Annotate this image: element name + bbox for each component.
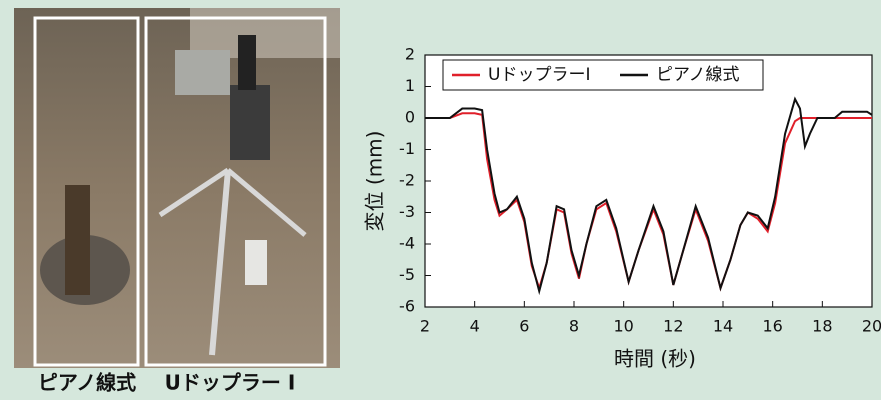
photo-caption: Uドップラー I <box>165 371 296 395</box>
lens <box>238 35 256 90</box>
x-tick-label: 2 <box>420 317 430 336</box>
x-tick-label: 16 <box>762 317 782 336</box>
doppler-device <box>230 85 270 160</box>
y-tick-label: -6 <box>399 297 415 316</box>
case <box>175 50 230 95</box>
photo: ピアノ線式 Uドップラー I <box>14 8 340 395</box>
y-tick-label: -5 <box>399 265 415 284</box>
piano-wire-device <box>65 185 90 295</box>
figure: ピアノ線式 Uドップラー I 変位 (mm) 時間 (秒) 210-1-2-3-… <box>0 0 881 396</box>
y-tick-label: -3 <box>399 202 415 221</box>
x-tick-label: 4 <box>470 317 480 336</box>
x-tick-label: 18 <box>812 317 832 336</box>
x-tick-label: 10 <box>613 317 633 336</box>
y-axis-label: 変位 (mm) <box>363 131 387 232</box>
x-tick-label: 8 <box>569 317 579 336</box>
x-axis-label: 時間 (秒) <box>614 347 696 371</box>
legend-label: UドップラーI <box>488 65 590 85</box>
photo-caption: ピアノ線式 <box>38 371 136 395</box>
y-tick-label: -1 <box>399 139 415 158</box>
x-tick-label: 20 <box>862 317 881 336</box>
y-tick-label: -4 <box>399 234 415 253</box>
box <box>245 240 267 285</box>
y-tick-label: 1 <box>405 76 415 95</box>
x-tick-label: 6 <box>519 317 529 336</box>
x-tick-label: 14 <box>713 317 733 336</box>
x-tick-label: 12 <box>663 317 683 336</box>
y-tick-label: -2 <box>399 171 415 190</box>
page: ピアノ線式 Uドップラー I 変位 (mm) 時間 (秒) 210-1-2-3-… <box>0 0 881 396</box>
y-tick-label: 2 <box>405 45 415 64</box>
legend-label: ピアノ線式 <box>656 65 739 85</box>
y-tick-label: 0 <box>405 108 415 127</box>
